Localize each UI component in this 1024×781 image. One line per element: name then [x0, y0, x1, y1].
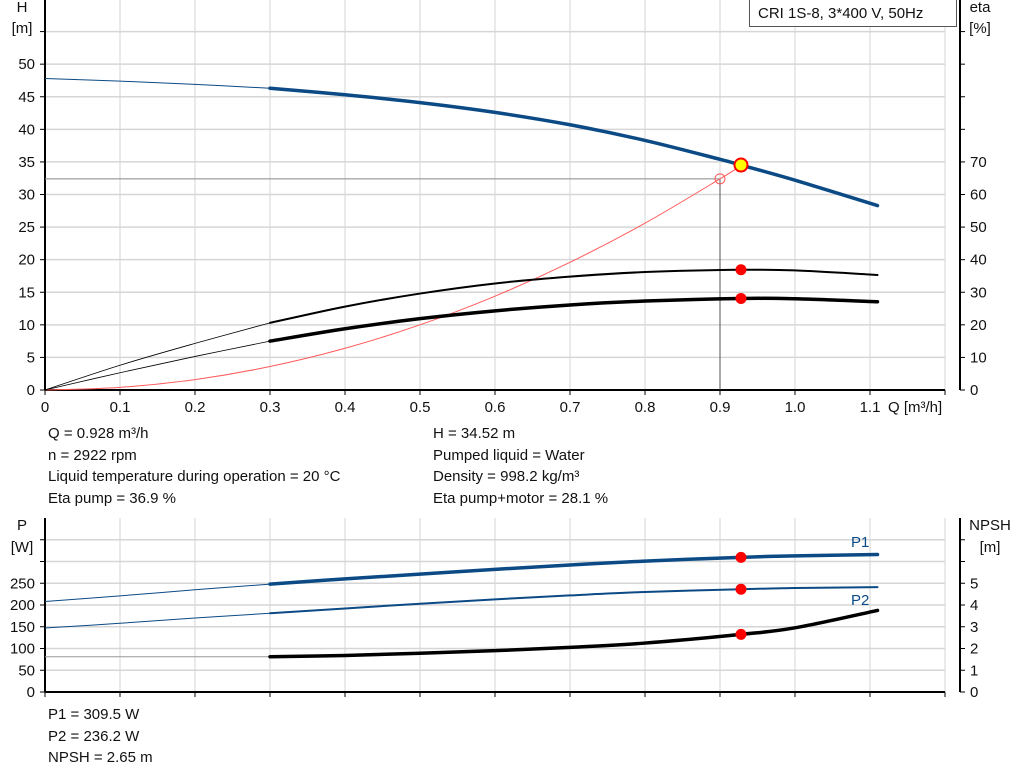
duty-info-right: H = 34.52 m Pumped liquid = Water Densit… [433, 423, 608, 509]
eta-pump-motor-curve-extrapolated [44, 340, 271, 391]
liquid-temperature-value: Liquid temperature during operation = 20… [48, 468, 341, 485]
bottom-left-tick-label: 100 [10, 641, 35, 658]
top-y-axis-left-title: [m] [12, 20, 33, 37]
system-curve [44, 165, 742, 391]
eta-pump-curve-extrapolated [44, 322, 271, 391]
speed-value: n = 2922 rpm [48, 446, 137, 464]
npsh-value: NPSH = 2.65 m [48, 749, 153, 766]
top-right-tick-label: 10 [970, 349, 987, 366]
bottom-left-tick-label: 50 [18, 662, 35, 679]
eta-pump-motor-value: Eta pump+motor = 28.1 % [433, 489, 609, 507]
top-left-tick-label: 35 [18, 154, 35, 171]
p1-duty-marker [735, 551, 747, 563]
density-value: Density = 998.2 kg/m³ [433, 468, 580, 485]
top-left-tick-label: 20 [18, 252, 35, 269]
eta-pump-duty-marker [735, 264, 747, 276]
duty-point-marker [733, 157, 749, 173]
top-y-axis-right-title: eta [970, 0, 992, 16]
p2-series-label: P2 [851, 592, 869, 609]
head-curve [268, 86, 880, 208]
p1-series-label: P1 [851, 534, 869, 551]
bottom-y-axis-left-title: [W] [11, 539, 34, 556]
top-right-tick-label: 50 [970, 219, 987, 236]
top-left-tick-label: 25 [18, 219, 35, 236]
x-tick-label: 0.9 [710, 399, 731, 416]
eta-pump-value: Eta pump = 36.9 % [48, 489, 176, 507]
npsh-duty-marker [735, 628, 747, 640]
bottom-right-tick-label: 1 [970, 662, 978, 679]
bottom-left-tick-label: 200 [10, 597, 35, 614]
bottom-right-tick-label: 5 [970, 575, 978, 592]
top-y-axis-right-title: [%] [969, 20, 991, 37]
p1-curve [268, 552, 880, 586]
duty-info-left: Q = 0.928 m³/h n = 2922 rpm Liquid tempe… [48, 423, 340, 509]
x-tick-label: 0.5 [410, 399, 431, 416]
x-axis-title: Q [m³/h] [888, 399, 942, 416]
p2-duty-marker [735, 583, 747, 595]
top-left-tick-label: 5 [27, 349, 35, 366]
x-tick-label: 0.1 [110, 399, 131, 416]
x-tick-label: 0.7 [560, 399, 581, 416]
flow-value: Q = 0.928 m³/h [48, 425, 149, 442]
head-curve-extrapolated [44, 78, 271, 89]
top-right-tick-label: 0 [970, 382, 978, 399]
top-right-tick-label: 60 [970, 187, 987, 204]
x-tick-label: 0.4 [335, 399, 356, 416]
bottom-y-axis-left-title: P [17, 517, 27, 534]
bottom-right-tick-label: 0 [970, 684, 978, 701]
bottom-left-tick-label: 250 [10, 575, 35, 592]
top-right-tick-label: 40 [970, 252, 987, 269]
x-tick-label: 0.8 [635, 399, 656, 416]
p2-curve-extrapolated [44, 612, 271, 629]
pumped-liquid-value: Pumped liquid = Water [433, 446, 585, 464]
top-left-tick-label: 45 [18, 89, 35, 106]
p1-value: P1 = 309.5 W [48, 706, 140, 723]
top-y-axis-left-title: H [17, 0, 28, 16]
requested-point-marker [714, 173, 726, 185]
bottom-left-tick-label: 150 [10, 619, 35, 636]
top-right-tick-label: 30 [970, 284, 987, 301]
bottom-right-tick-label: 3 [970, 619, 978, 636]
eta-pump-curve [269, 268, 879, 324]
top-left-tick-label: 50 [18, 56, 35, 73]
top-right-tick-label: 70 [970, 154, 987, 171]
power-info: P1 = 309.5 W P2 = 236.2 W NPSH = 2.65 m [48, 704, 153, 769]
eta-pump-motor-duty-marker [735, 292, 747, 304]
top-left-tick-label: 30 [18, 187, 35, 204]
top-left-tick-label: 0 [27, 382, 35, 399]
pump-model-label: CRI 1S-8, 3*400 V, 50Hz [749, 0, 957, 27]
x-tick-label: 0.3 [260, 399, 281, 416]
eta-pump-motor-curve [268, 296, 880, 343]
bottom-right-tick-label: 4 [970, 597, 978, 614]
p2-value: P2 = 236.2 W [48, 727, 140, 745]
bottom-y-axis-right-title: [m] [980, 539, 1001, 556]
bottom-y-axis-right-title: NPSH [969, 517, 1011, 534]
x-tick-label: 0 [41, 399, 49, 416]
x-tick-label: 0.2 [185, 399, 206, 416]
top-left-tick-label: 15 [18, 284, 35, 301]
npsh-curve [268, 608, 880, 659]
x-tick-label: 1.0 [785, 399, 806, 416]
head-value: H = 34.52 m [433, 425, 516, 442]
bottom-right-tick-label: 2 [970, 641, 978, 658]
top-left-tick-label: 10 [18, 317, 35, 334]
x-tick-label: 1.1 [860, 399, 881, 416]
bottom-left-tick-label: 0 [27, 684, 35, 701]
top-right-tick-label: 20 [970, 317, 987, 334]
p1-curve-extrapolated [44, 583, 271, 603]
p2-curve [269, 586, 879, 615]
x-tick-label: 0.6 [485, 399, 506, 416]
top-left-tick-label: 40 [18, 121, 35, 138]
